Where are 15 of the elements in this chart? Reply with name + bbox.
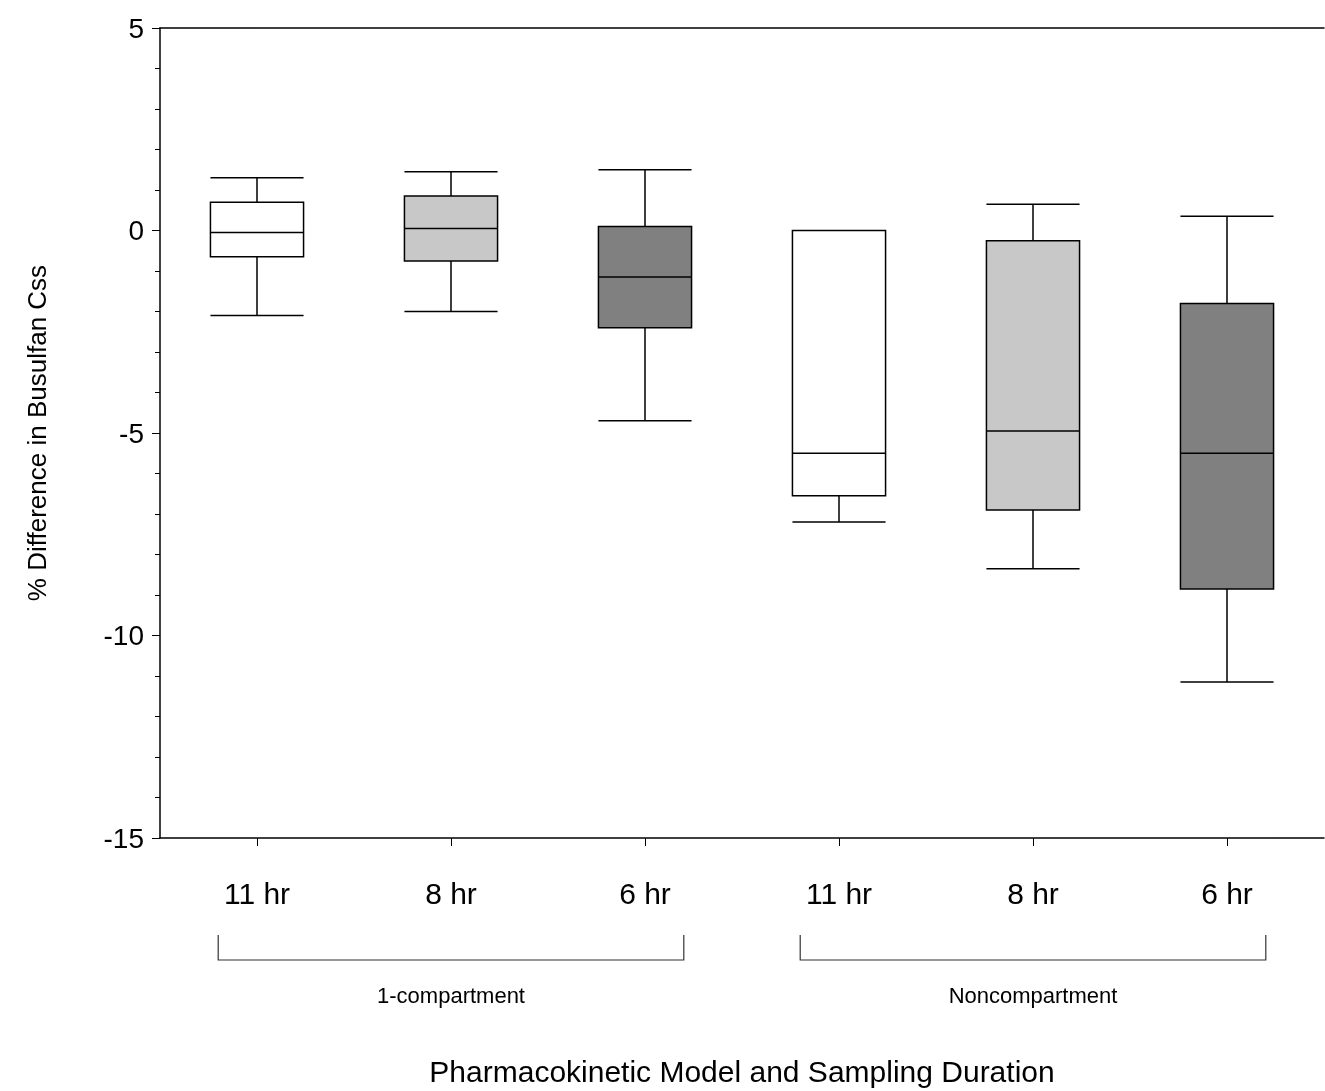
y-tick-label: -15 — [103, 822, 144, 854]
y-axis-title: % Difference in Busulfan Css — [22, 264, 52, 602]
y-tick-label: -10 — [103, 620, 144, 651]
x-tick-label: 11 hr — [223, 876, 291, 910]
x-tick-label: 8 hr — [1007, 876, 1059, 910]
x-axis-title: Pharmacokinetic Model and Sampling Duration — [429, 1054, 1055, 1088]
y-tick-label: 5 — [128, 12, 144, 44]
x-tick-label: 8 hr — [425, 876, 477, 910]
x-tick-label: 6 hr — [1201, 876, 1253, 910]
x-tick-label: 6 hr — [619, 876, 671, 910]
y-tick-label: 0 — [128, 215, 144, 246]
text: 1-compartment — [377, 982, 525, 1008]
x-tick-label: 11 hr — [805, 876, 873, 910]
y-tick-label: -5 — [119, 417, 144, 449]
text: Noncompartment — [948, 982, 1118, 1008]
